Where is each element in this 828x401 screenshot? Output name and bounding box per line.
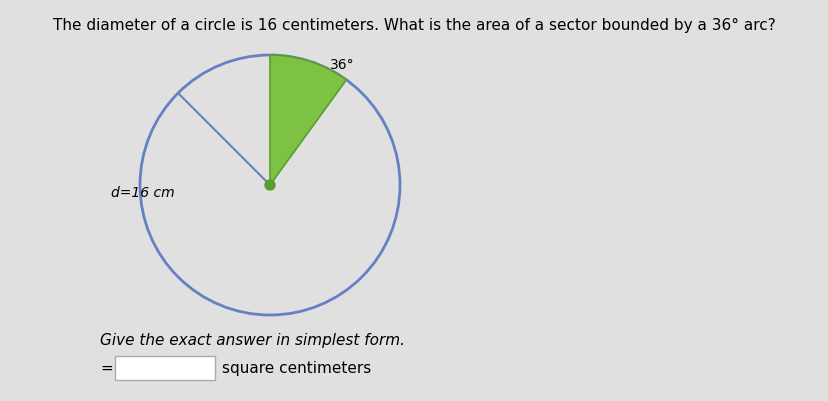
Text: Give the exact answer in simplest form.: Give the exact answer in simplest form. (100, 333, 405, 348)
Text: d=16 cm: d=16 cm (111, 186, 175, 200)
Text: square centimeters: square centimeters (222, 360, 371, 375)
Text: 36°: 36° (330, 58, 354, 72)
Circle shape (265, 180, 275, 190)
Wedge shape (270, 55, 346, 185)
Bar (115, 356, 214, 380)
Text: =: = (100, 360, 113, 375)
Text: The diameter of a circle is 16 centimeters. What is the area of a sector bounded: The diameter of a circle is 16 centimete… (53, 18, 775, 33)
